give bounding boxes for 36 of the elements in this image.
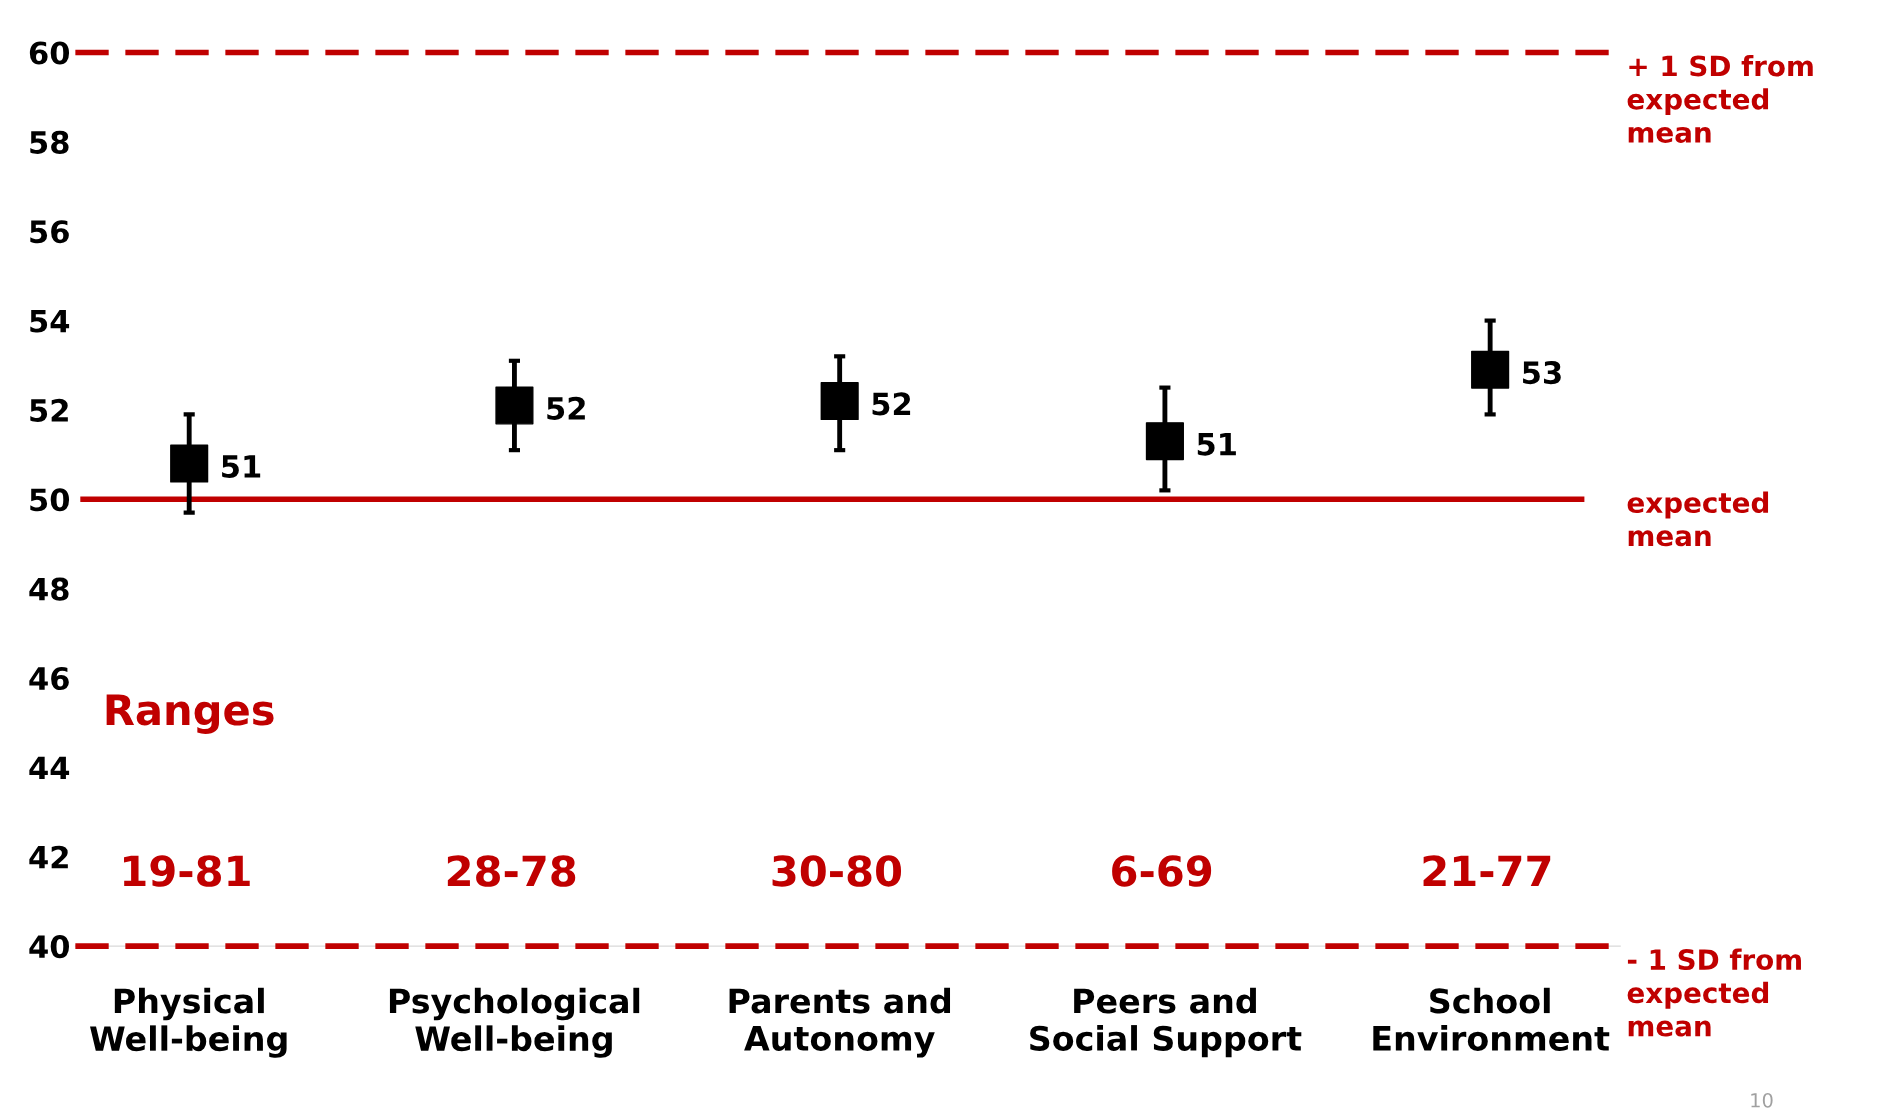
x-tick-label: Peers and Social Support [1030, 987, 1302, 1058]
ref-line-label: expected mean [1627, 491, 1769, 547]
y-tick-label: 54 [30, 309, 70, 333]
point [1471, 350, 1510, 389]
ref-line-label: - 1 SD from expected mean [1627, 948, 1801, 1037]
x-tick-label: Psychological Well-being [389, 987, 640, 1058]
data-label: 51 [222, 455, 261, 478]
y-tick-label: 42 [29, 845, 68, 869]
text: 10 [1751, 1092, 1773, 1108]
x-tick-label: Parents and Autonomy [729, 987, 951, 1058]
y-tick-label: 40 [29, 935, 70, 959]
point [495, 386, 534, 425]
data-label: 52 [547, 396, 585, 420]
ref-line-label: + 1 SD from expected mean [1627, 54, 1813, 143]
annotation: 30-80 [772, 855, 902, 887]
point [820, 381, 859, 421]
data-label: 53 [1523, 361, 1561, 385]
y-tick-label: 50 [30, 488, 70, 512]
x-tick-label: Physical Well-being [90, 987, 287, 1058]
y-tick-label: 44 [29, 756, 70, 779]
x-tick-label: School Environment [1373, 987, 1610, 1051]
annotation: 19-81 [124, 855, 250, 887]
data-label: 52 [872, 392, 911, 416]
y-tick-label: 46 [29, 666, 69, 691]
y-tick-label: 60 [29, 41, 70, 65]
y-tick-label: 58 [30, 130, 69, 154]
annotation: 28-78 [447, 855, 576, 887]
annotation: Ranges [106, 694, 274, 734]
point [1145, 422, 1184, 461]
annotation: 21-77 [1423, 855, 1551, 887]
y-tick-label: 48 [29, 577, 69, 601]
y-tick-label: 56 [30, 220, 69, 244]
data-label: 51 [1197, 432, 1236, 456]
y-tick-label: 52 [30, 398, 68, 422]
annotation: 6-69 [1112, 855, 1212, 887]
point [170, 444, 209, 483]
